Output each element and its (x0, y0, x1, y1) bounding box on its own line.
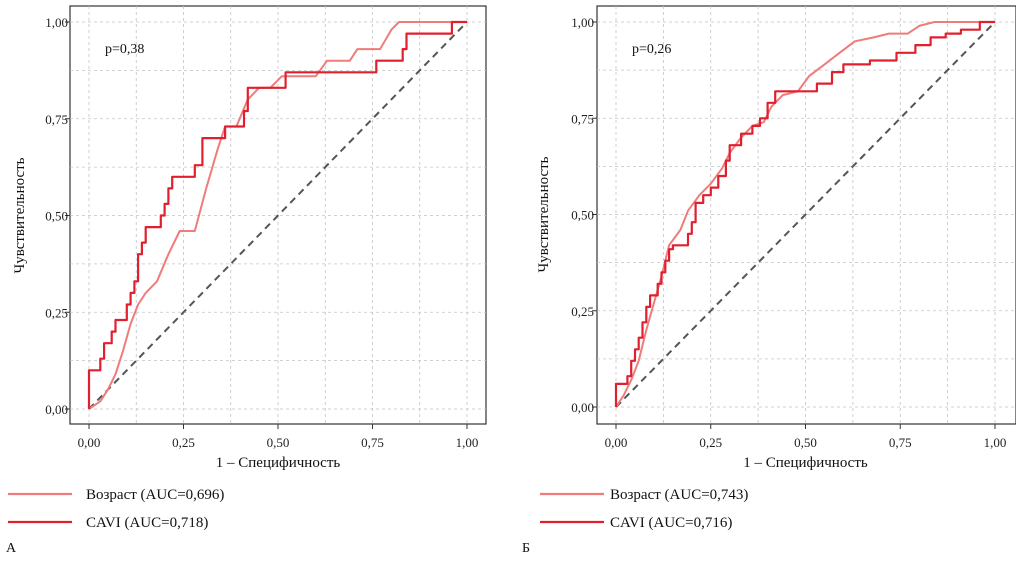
x-tick-label: 0,00 (605, 435, 628, 450)
p-value-annotation: p=0,38 (105, 42, 144, 57)
y-tick-label: 0,75 (45, 112, 68, 127)
x-tick-label: 0,25 (172, 435, 195, 450)
reference-diagonal (615, 21, 996, 408)
panel-b: 0,00 0,25 0,50 0,75 1,00 0,00 0,25 0,50 0,75 1,00… (522, 5, 1016, 556)
x-tick-label: 0,25 (699, 435, 722, 450)
x-tick-label: 0,75 (361, 435, 384, 450)
x-axis-label: 1 – Специфичность (743, 455, 868, 471)
x-tick-label: 1,00 (456, 435, 479, 450)
series-line-vozrast (615, 21, 995, 408)
panel-a: 0,00 0,25 0,50 0,75 1,00 0,00 0,25 0,50 0,75 1,00… (6, 5, 487, 556)
y-tick-label: 0,25 (571, 304, 594, 319)
legend-label: CAVI (AUC=0,718) (86, 515, 208, 531)
series-line-cavi (87, 20, 467, 409)
y-tick-label: 1,00 (45, 15, 68, 30)
x-tick-label: 0,75 (889, 435, 912, 450)
y-tick-label: 0,50 (45, 209, 68, 224)
legend-label: Возраст (AUC=0,743) (610, 487, 748, 503)
y-tick-label: 0,25 (45, 305, 68, 320)
y-tick-label: 0,00 (45, 402, 68, 417)
series-line-cavi (614, 20, 995, 407)
x-tick-label: 0,50 (794, 435, 817, 450)
panel-letter: А (6, 541, 17, 556)
y-tick-label: 0,00 (571, 400, 594, 415)
y-axis-label: Чувствительность (536, 156, 552, 272)
reference-diagonal (88, 21, 468, 410)
y-tick-label: 0,75 (571, 111, 594, 126)
x-tick-label: 0,50 (267, 435, 290, 450)
legend-label: Возраст (AUC=0,696) (86, 487, 224, 503)
y-axis-label: Чувствительность (12, 157, 28, 273)
p-value-annotation: p=0,26 (632, 42, 671, 57)
y-tick-label: 0,50 (571, 208, 594, 223)
legend-label: CAVI (AUC=0,716) (610, 515, 732, 531)
x-tick-label: 1,00 (984, 435, 1007, 450)
x-tick-label: 0,00 (78, 435, 101, 450)
y-tick-label: 1,00 (571, 15, 594, 30)
x-axis-label: 1 – Специфичность (216, 455, 341, 471)
panel-letter: Б (522, 541, 530, 556)
